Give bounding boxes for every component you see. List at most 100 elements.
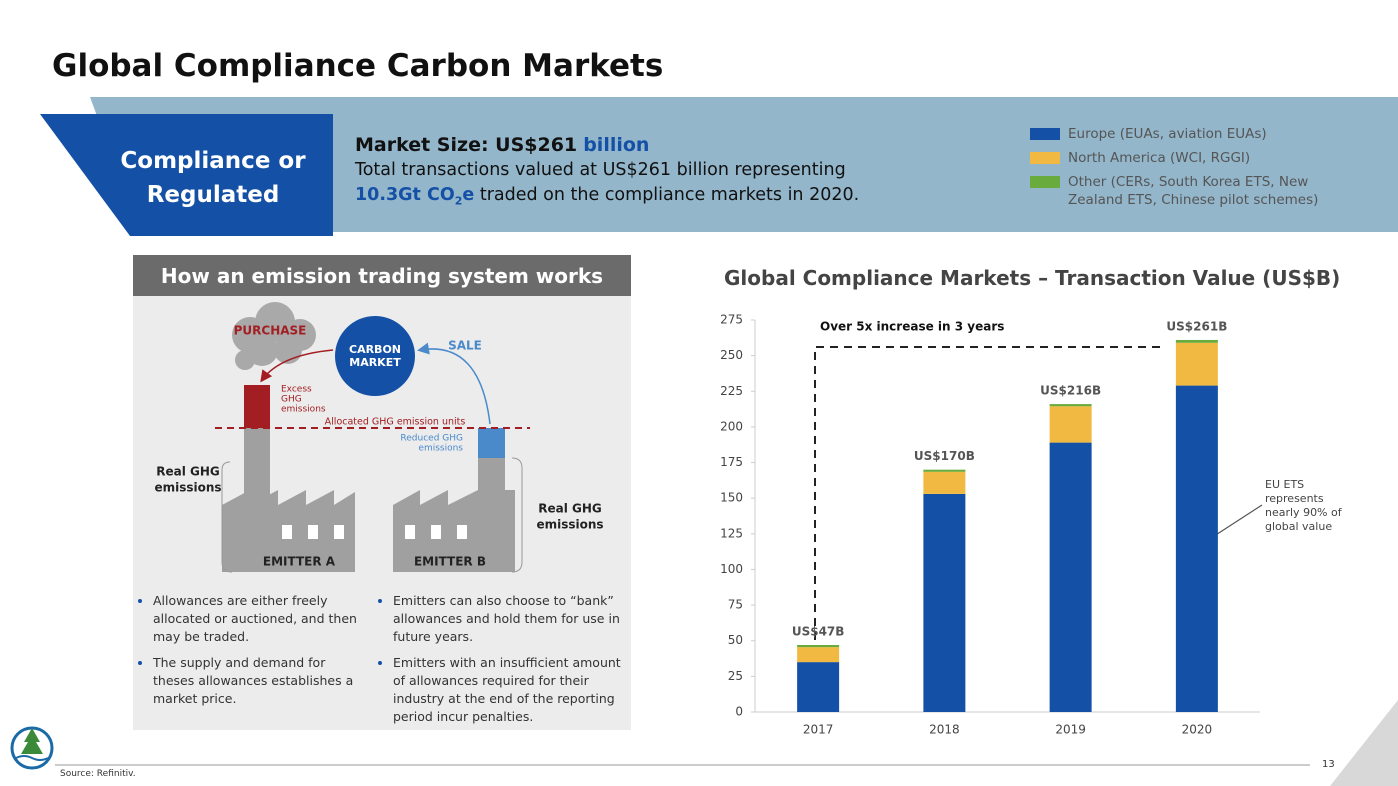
y-tick-label: 225 xyxy=(720,384,743,398)
excess-box xyxy=(244,385,270,428)
legend-item: North America (WCI, RGGI) xyxy=(1030,149,1350,167)
bar-segment xyxy=(1049,442,1092,712)
bar-segment xyxy=(797,662,840,712)
bar-segment xyxy=(1175,339,1218,343)
legend-label: Europe (EUAs, aviation EUAs) xyxy=(1068,126,1267,142)
increase-line xyxy=(814,346,1160,640)
y-tick-label: 250 xyxy=(720,348,743,362)
bar-segment xyxy=(1175,385,1218,712)
description-line: Total transactions valued at US$261 bill… xyxy=(355,160,846,180)
y-tick-label: 75 xyxy=(728,598,743,612)
bar-segment xyxy=(1175,342,1218,386)
legend-item: Europe (EUAs, aviation EUAs) xyxy=(1030,125,1350,143)
bar-segment xyxy=(1049,404,1092,407)
legend-swatch xyxy=(1030,152,1060,164)
x-tick-label: 2018 xyxy=(929,723,960,737)
bar-segment xyxy=(797,647,840,663)
y-tick-label: 0 xyxy=(735,705,743,719)
legend-swatch xyxy=(1030,128,1060,140)
bullet: Emitters can also choose to “bank” allow… xyxy=(393,592,633,646)
annotation: represents xyxy=(1265,492,1324,505)
y-tick-label: 25 xyxy=(728,669,743,683)
bar-segment xyxy=(923,469,966,472)
purchase-arrow xyxy=(260,349,334,383)
windows-a xyxy=(282,525,344,539)
y-tick-label: 200 xyxy=(720,419,743,433)
legend: Europe (EUAs, aviation EUAs) North Americ… xyxy=(1030,125,1350,215)
emitter-label: EMITTER A xyxy=(263,555,336,569)
category-box xyxy=(40,114,333,236)
real-ghg-label: Real GHG xyxy=(156,465,220,479)
y-tick-label: 125 xyxy=(720,526,743,540)
category-label: Compliance or Regulated xyxy=(108,144,318,212)
emitter-label: EMITTER B xyxy=(414,555,486,569)
total-label: US$261B xyxy=(1166,319,1227,333)
x-tick-label: 2017 xyxy=(803,723,834,737)
real-ghg-label: emissions xyxy=(154,481,221,495)
total-label: US$216B xyxy=(1040,384,1101,398)
annotation: nearly 90% of xyxy=(1265,506,1343,519)
sale-arrow xyxy=(417,342,491,425)
factory-b xyxy=(393,490,515,572)
x-tick-label: 2019 xyxy=(1055,723,1086,737)
legend-swatch xyxy=(1030,176,1060,188)
bar-segment xyxy=(923,471,966,494)
annotation: EU ETS xyxy=(1265,478,1304,491)
carbon-market-label: MARKET xyxy=(349,356,401,369)
highlight-sub: 2 xyxy=(454,194,463,208)
market-size-label: Market Size: US$261 xyxy=(355,134,578,156)
bullet: The supply and demand for theses allowan… xyxy=(153,654,363,708)
total-label: US$170B xyxy=(914,449,975,463)
bullet: Emitters with an insufficient amount of … xyxy=(393,654,633,726)
brace-b xyxy=(511,457,523,573)
y-tick-label: 150 xyxy=(720,491,743,505)
category-line: Compliance or xyxy=(120,148,306,174)
banner-strip xyxy=(90,97,1398,232)
legend-label: North America (WCI, RGGI) xyxy=(1068,150,1251,166)
bullet: Allowances are either freely allocated o… xyxy=(153,592,363,646)
purchase-label: PURCHASE xyxy=(234,324,307,338)
bar-segment xyxy=(1049,406,1092,443)
excess-label: emissions xyxy=(281,405,326,415)
real-ghg-label: emissions xyxy=(536,518,603,532)
y-tick-label: 100 xyxy=(720,562,743,576)
excess-label: GHG xyxy=(281,395,302,405)
category-line: Regulated xyxy=(146,182,280,208)
excess-label: Excess xyxy=(281,385,312,395)
description-rest: traded on the compliance markets in 2020… xyxy=(479,185,860,205)
highlight-end: e xyxy=(462,185,475,205)
windows-b xyxy=(405,525,467,539)
market-size: Market Size: US$261 billion Total transa… xyxy=(355,133,859,214)
bar-segment xyxy=(923,493,966,712)
reduced-box xyxy=(478,428,505,458)
allocated-label: Allocated GHG emission units xyxy=(325,417,466,428)
bullets-left: Allowances are either freely allocated o… xyxy=(135,592,363,716)
source: Source: Refinitiv. xyxy=(60,769,136,779)
diagram-title: How an emission trading system works xyxy=(160,264,604,288)
diagram-header xyxy=(133,255,631,296)
total-label: US$47B xyxy=(792,625,845,639)
real-ghg-label: Real GHG xyxy=(538,502,602,516)
legend-item: Other (CERs, South Korea ETS, New Zealan… xyxy=(1030,173,1350,209)
annotation: Over 5x increase in 3 years xyxy=(820,320,1004,334)
market-size-unit: billion xyxy=(583,134,650,156)
x-tick-label: 2020 xyxy=(1182,723,1213,737)
carbon-market-label: CARBON xyxy=(349,343,401,356)
bullets-right: Emitters can also choose to “bank” allow… xyxy=(375,592,633,734)
y-tick-label: 275 xyxy=(720,313,743,327)
page-number: 13 xyxy=(1322,759,1335,770)
legend-label: Other (CERs, South Korea ETS, New Zealan… xyxy=(1068,174,1319,208)
y-tick-label: 175 xyxy=(720,455,743,469)
brace-a xyxy=(221,461,233,573)
reduced-label: Reduced GHG xyxy=(400,434,463,444)
bar-segment xyxy=(797,645,840,648)
chart-title: Global Compliance Markets – Transaction … xyxy=(724,266,1341,290)
carbon-market-circle xyxy=(335,316,415,396)
page-curl xyxy=(1330,700,1398,786)
y-tick-label: 50 xyxy=(728,633,743,647)
slide-title: Global Compliance Carbon Markets xyxy=(52,48,664,84)
logo xyxy=(10,726,54,770)
annotation: global value xyxy=(1265,520,1332,533)
